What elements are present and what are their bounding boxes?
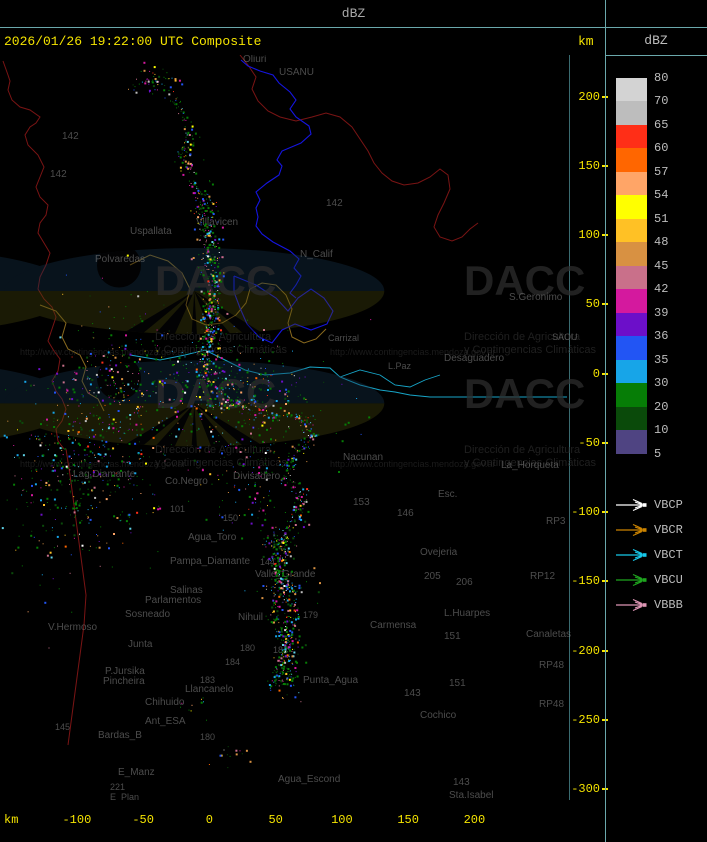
svg-text:Canaletas: Canaletas (526, 629, 571, 640)
svg-text:DACC: DACC (155, 370, 276, 417)
svg-text:Nacunan: Nacunan (343, 452, 383, 463)
svg-text:Pampa_Diamante: Pampa_Diamante (170, 556, 250, 567)
svg-text:145: 145 (55, 722, 70, 732)
svg-text:180: 180 (200, 732, 215, 742)
svg-text:L.Huarpes: L.Huarpes (444, 608, 490, 619)
svg-text:E_Plan: E_Plan (110, 792, 139, 800)
svg-text:V.Hermoso: V.Hermoso (48, 622, 98, 633)
svg-text:L.Paz: L.Paz (388, 361, 412, 371)
svg-text:143: 143 (453, 777, 470, 788)
svg-text:N_Calif: N_Calif (300, 249, 333, 260)
svg-text:180: 180 (240, 643, 255, 653)
svg-text:RP12: RP12 (530, 571, 555, 582)
svg-text:Co.Negro: Co.Negro (165, 476, 208, 487)
svg-text:Carmensa: Carmensa (370, 620, 417, 631)
svg-text:151: 151 (444, 631, 461, 642)
svg-text:151: 151 (449, 678, 466, 689)
svg-text:Dirección de Agricultura: Dirección de Agricultura (155, 444, 272, 456)
svg-text:Polvaredas: Polvaredas (95, 254, 145, 265)
svg-text:205: 205 (424, 571, 441, 582)
svg-text:142: 142 (62, 131, 79, 142)
svg-text:184: 184 (225, 657, 240, 667)
svg-text:Salinas: Salinas (170, 585, 203, 596)
svg-text:Parlamentos: Parlamentos (145, 595, 201, 606)
svg-text:Junta: Junta (128, 639, 153, 650)
svg-text:Llancanelo: Llancanelo (185, 684, 234, 695)
svg-text:http://www.contingencias.mendo: http://www.contingencias.mendoza.gov.ar (20, 459, 185, 469)
svg-text:Carrizal: Carrizal (328, 333, 359, 343)
svg-text:Desaguadero: Desaguadero (444, 353, 504, 364)
svg-text:Ant_ESA: Ant_ESA (145, 716, 186, 727)
svg-text:Chihuido: Chihuido (145, 697, 185, 708)
svg-text:142: 142 (50, 169, 67, 180)
svg-text:150: 150 (223, 513, 238, 523)
svg-text:Uspallata: Uspallata (130, 226, 172, 237)
svg-text:183: 183 (200, 675, 215, 685)
svg-text:101: 101 (170, 504, 185, 514)
svg-text:RP48: RP48 (539, 699, 564, 710)
svg-text:153: 153 (353, 497, 370, 508)
svg-text:Villavicen: Villavicen (196, 217, 238, 228)
svg-text:Sta.Isabel: Sta.Isabel (449, 790, 493, 800)
svg-text:Bardas_B: Bardas_B (98, 730, 142, 741)
svg-text:USANU: USANU (279, 67, 314, 78)
svg-text:Lag.Diamante: Lag.Diamante (73, 469, 136, 480)
svg-text:Dirección de Agricultura: Dirección de Agricultura (464, 444, 581, 456)
svg-text:Punta_Agua: Punta_Agua (303, 675, 358, 686)
svg-text:179: 179 (303, 610, 318, 620)
svg-text:Sosneado: Sosneado (125, 609, 170, 620)
svg-text:Agua_Toro: Agua_Toro (188, 532, 237, 543)
svg-text:Pincheira: Pincheira (103, 676, 145, 687)
svg-text:206: 206 (456, 577, 473, 588)
svg-text:142: 142 (326, 198, 343, 209)
svg-text:SAOU: SAOU (552, 332, 578, 342)
svg-text:Oliuri: Oliuri (243, 55, 266, 65)
svg-text:146: 146 (397, 508, 414, 519)
svg-text:Cochico: Cochico (420, 710, 457, 721)
svg-text:Ovejeria: Ovejeria (420, 547, 458, 558)
svg-text:143: 143 (404, 688, 421, 699)
svg-text:Divisadero: Divisadero (233, 471, 281, 482)
svg-text:S.Geronimo: S.Geronimo (509, 292, 563, 303)
svg-text:E_Manz: E_Manz (118, 767, 155, 778)
svg-text:RP48: RP48 (539, 660, 564, 671)
svg-text:DACC: DACC (464, 370, 585, 417)
svg-text:Esc.: Esc. (438, 489, 457, 500)
svg-text:La_Horqueta: La_Horqueta (501, 460, 559, 471)
svg-text:221: 221 (110, 782, 125, 792)
svg-text:RP3: RP3 (546, 516, 566, 527)
svg-text:Nihuil: Nihuil (238, 612, 263, 623)
svg-text:Agua_Escond: Agua_Escond (278, 774, 340, 785)
